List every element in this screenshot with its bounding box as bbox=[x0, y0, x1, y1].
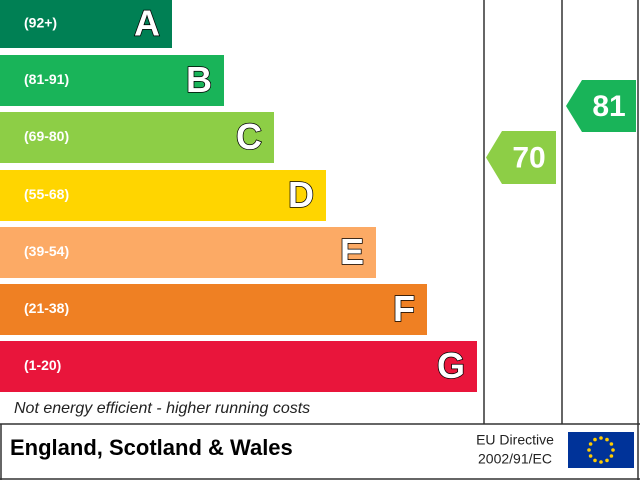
flag-star bbox=[599, 460, 603, 464]
band-letter: E bbox=[340, 231, 364, 272]
band-letter: F bbox=[393, 288, 415, 329]
rating-arrow bbox=[486, 131, 556, 184]
band-range: (39-54) bbox=[24, 243, 69, 259]
band-letter: C bbox=[236, 116, 262, 157]
band-range: (69-80) bbox=[24, 128, 69, 144]
eu-flag bbox=[568, 432, 634, 468]
rating-value: 70 bbox=[512, 141, 545, 174]
band-bar bbox=[0, 55, 224, 106]
flag-stars bbox=[587, 436, 615, 464]
band-range: (55-68) bbox=[24, 186, 69, 202]
flag-star bbox=[605, 458, 609, 463]
band-bar bbox=[0, 170, 326, 221]
band-bar bbox=[0, 0, 172, 48]
flag-star bbox=[593, 458, 597, 463]
flag-star bbox=[593, 437, 597, 442]
band-letter: D bbox=[288, 174, 314, 215]
band-bar bbox=[0, 227, 376, 278]
band-letter: B bbox=[186, 59, 212, 100]
flag-star bbox=[611, 448, 615, 452]
flag-star bbox=[609, 454, 614, 458]
band-bar bbox=[0, 341, 477, 392]
band-range: (21-38) bbox=[24, 300, 69, 316]
flag-star bbox=[588, 454, 593, 458]
band-range: (92+) bbox=[24, 15, 57, 31]
band-letter: G bbox=[437, 345, 465, 386]
band-letter: A bbox=[134, 3, 160, 44]
band-range: (81-91) bbox=[24, 71, 69, 87]
bottom-note: Not energy efficient - higher running co… bbox=[14, 400, 310, 417]
flag-star bbox=[605, 437, 609, 442]
rating-value: 81 bbox=[592, 90, 625, 123]
footer-region: England, Scotland & Wales bbox=[10, 435, 293, 460]
band-bar bbox=[0, 284, 427, 335]
band-range: (1-20) bbox=[24, 357, 61, 373]
flag-star bbox=[588, 442, 593, 446]
flag-star bbox=[587, 448, 591, 452]
rating-arrow bbox=[566, 80, 636, 132]
flag-star bbox=[599, 436, 603, 440]
directive-text: 2002/91/EC bbox=[478, 451, 552, 467]
band-bar bbox=[0, 112, 274, 163]
directive-text: EU Directive bbox=[476, 432, 554, 448]
flag-star bbox=[609, 442, 614, 446]
